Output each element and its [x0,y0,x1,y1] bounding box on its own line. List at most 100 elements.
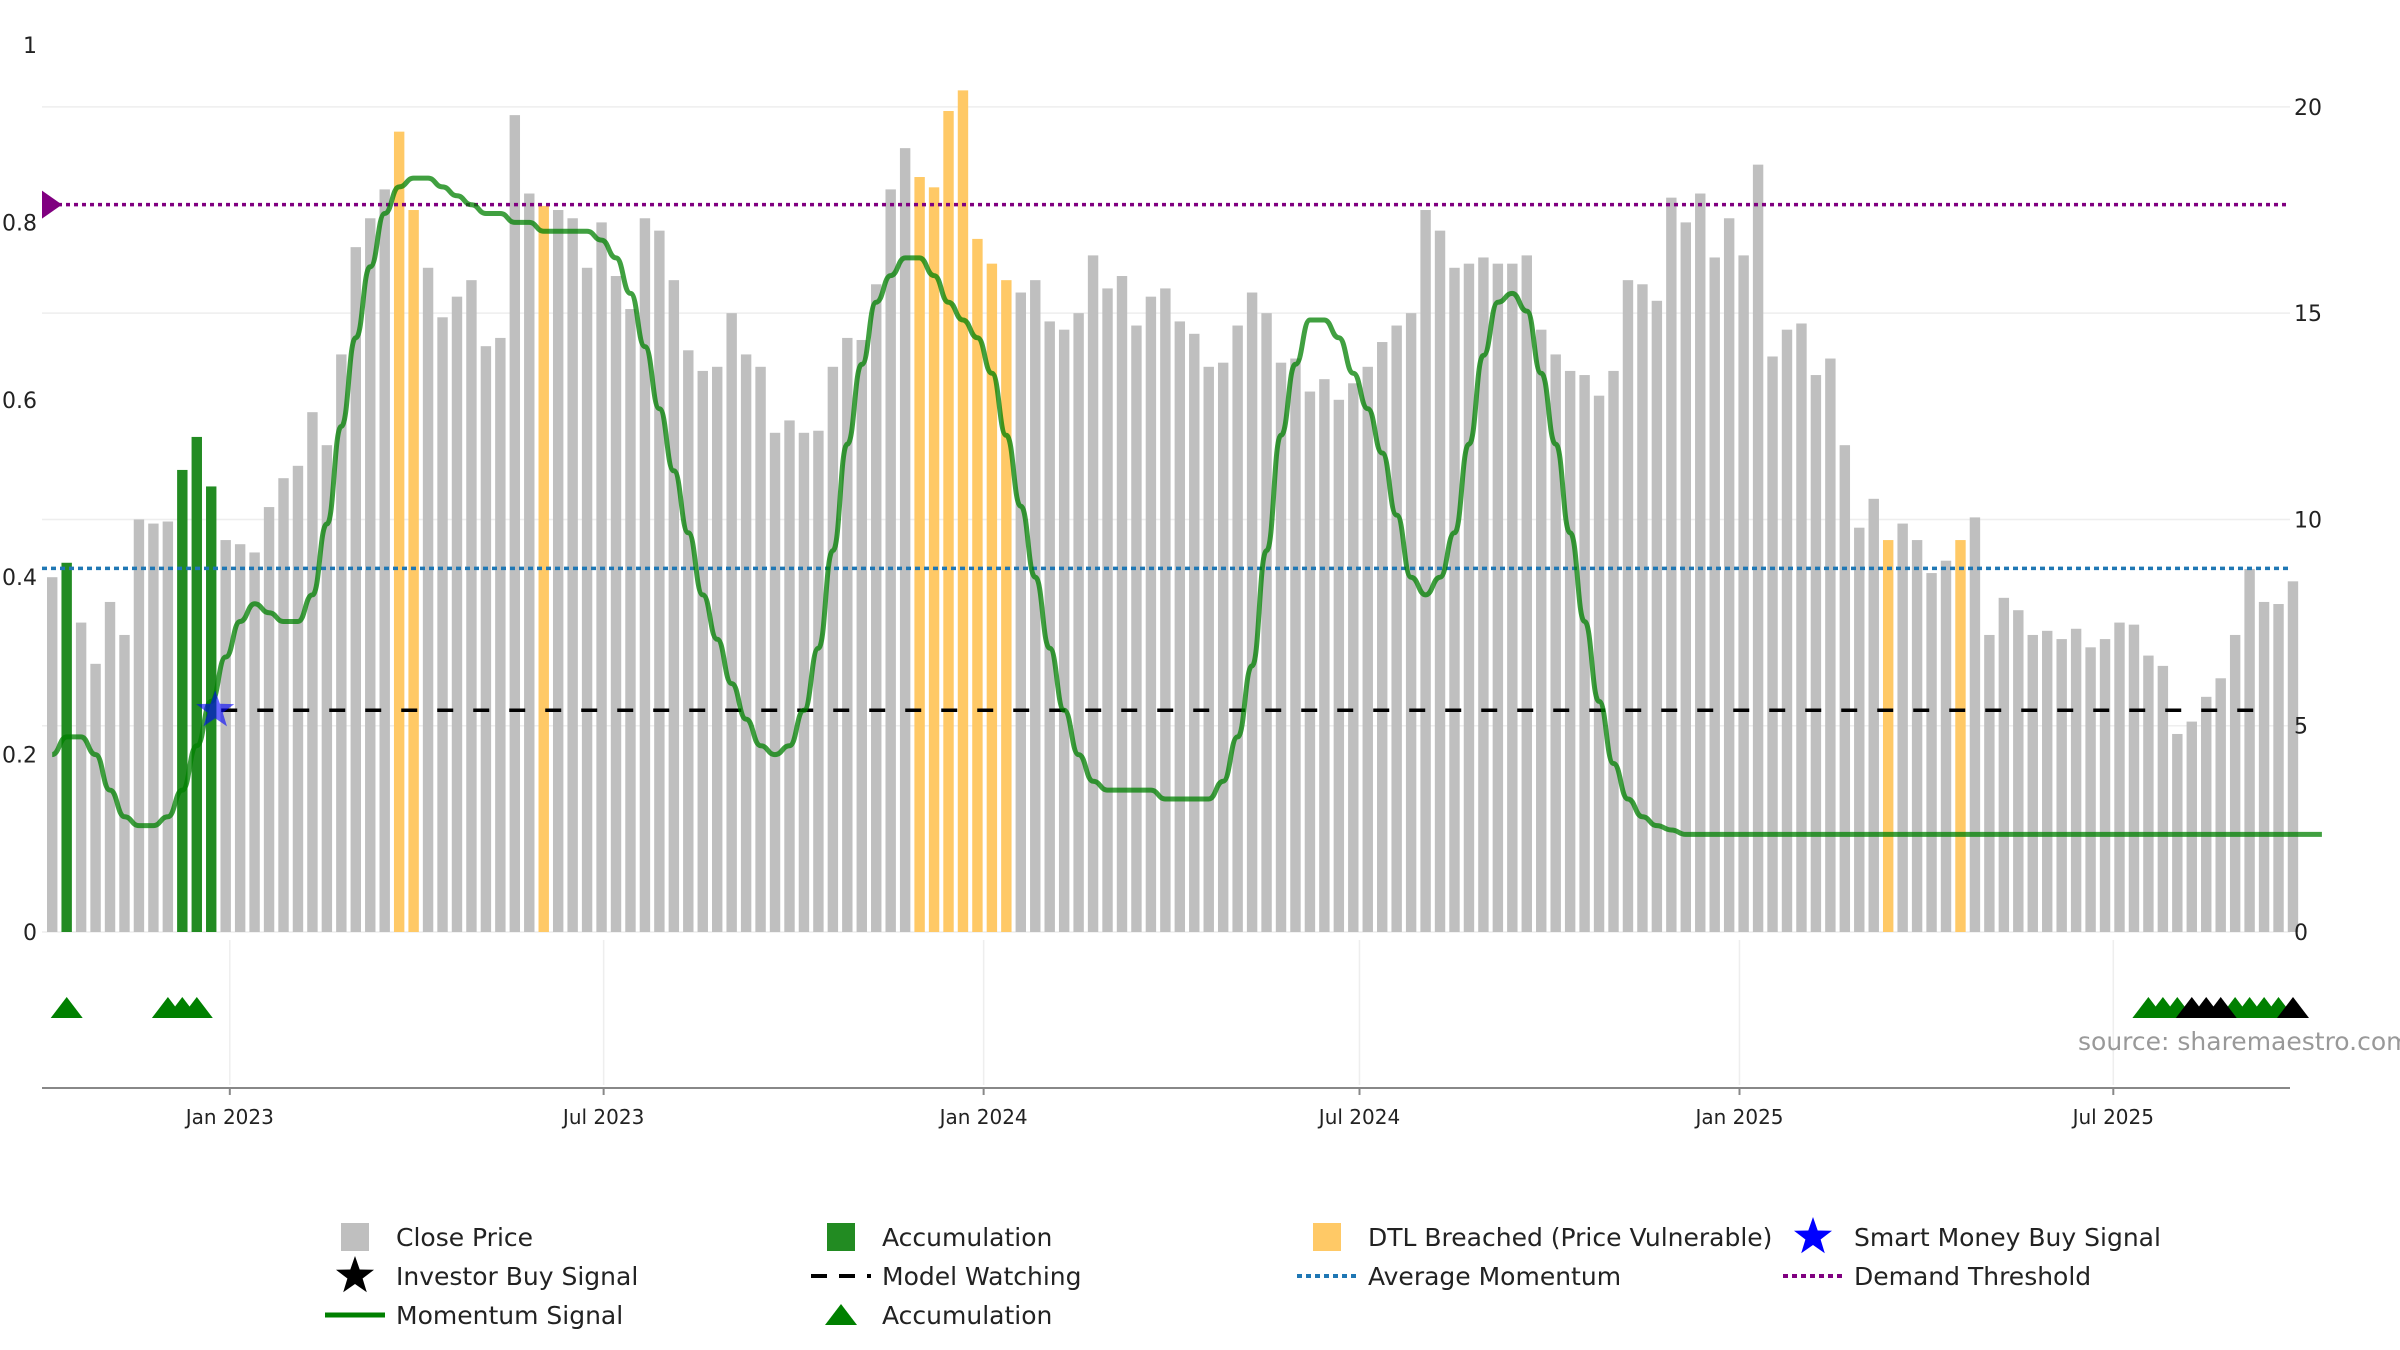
price-bar-50 [769,432,781,932]
legend-swatch [827,1223,855,1251]
legend-star-icon [1794,1217,1832,1254]
price-bar-138 [2042,630,2053,932]
price-bar-51 [784,420,795,932]
price-bar-48 [740,354,752,932]
price-bar-120 [1781,329,1793,932]
close-price-bars [47,90,2299,933]
price-bar-39 [610,276,622,932]
price-bar-47 [726,313,737,932]
legend-item-demand-threshold: Demand Threshold [1783,1262,2091,1291]
legend-label: DTL Breached (Price Vulnerable) [1368,1223,1772,1252]
price-bar-133 [1969,517,1981,932]
legend-label: Model Watching [882,1262,1082,1291]
price-bar-42 [654,230,665,932]
price-bar-128 [1897,523,1908,932]
price-bar-136 [2013,610,2024,932]
price-bar-63 [957,90,969,932]
right-axis-tick-3: 15 [2294,302,2322,327]
price-bar-16 [278,478,289,932]
price-bar-137 [2027,634,2038,932]
demand-threshold-marker [42,190,62,219]
price-bar-44 [683,350,694,932]
price-bar-144 [2128,624,2140,932]
legend-label: Investor Buy Signal [396,1262,638,1291]
legend-label: Average Momentum [1368,1262,1621,1291]
price-bar-45 [697,370,708,932]
price-bar-68 [1030,280,1041,932]
price-bar-66 [1001,280,1012,932]
price-bar-84 [1261,313,1272,932]
price-bar-21 [350,247,361,932]
price-bar-1 [61,562,72,932]
price-bar-3 [90,663,101,932]
price-bar-12 [220,540,231,932]
source-label: source: sharemaestro.com [2078,1027,2400,1056]
date-axis-label-5: Jul 2025 [2071,1105,2154,1129]
price-bar-6 [133,519,145,932]
accumulation-marker-10 [180,997,213,1018]
price-bar-112 [1666,197,1677,932]
price-bar-77 [1160,288,1171,932]
price-bar-19 [321,445,333,932]
price-bar-108 [1608,370,1619,932]
left-axis-tick-1: 0.2 [2,744,37,769]
price-bar-124 [1839,445,1851,932]
price-bar-134 [1984,634,1995,932]
signal-markers [50,997,2309,1018]
price-bar-90 [1348,383,1359,932]
legend-item-close-price: Close Price [341,1223,533,1252]
price-bar-5 [119,634,130,932]
price-bar-61 [928,187,940,932]
price-bar-154 [2273,604,2284,932]
price-bar-35 [552,210,564,932]
price-bar-140 [2070,628,2082,932]
left-axis-tick-4: 0.8 [2,211,37,236]
legend-triangle-icon [825,1304,857,1325]
price-bar-88 [1319,379,1330,932]
price-bar-132 [1955,540,1966,932]
price-bar-38 [596,222,607,932]
price-bar-111 [1651,300,1663,932]
legend-label: Close Price [396,1223,533,1252]
price-bar-149 [2201,696,2212,932]
price-bar-80 [1203,366,1214,932]
price-bar-150 [2215,678,2226,932]
date-axis-label-2: Jan 2024 [938,1105,1028,1129]
price-bar-95 [1420,210,1431,932]
price-bar-23 [379,189,390,932]
price-bar-67 [1015,292,1026,932]
price-bar-30 [480,346,492,932]
price-bar-64 [972,238,983,932]
price-bar-105 [1564,370,1576,932]
legend-label: Accumulation [882,1223,1052,1252]
price-bar-71 [1073,313,1084,932]
price-bar-82 [1232,325,1243,932]
price-bar-116 [1723,218,1735,932]
price-bar-13 [234,544,246,932]
legend-item-model-watching: Model Watching [811,1262,1082,1291]
left-axis-tick-0: 0 [23,921,37,946]
legend-item-smart-money: Smart Money Buy Signal [1794,1217,2161,1254]
price-bar-92 [1377,342,1388,932]
legend-label: Accumulation [882,1301,1052,1330]
price-bar-148 [2186,721,2197,932]
right-axis-tick-1: 5 [2294,715,2308,740]
price-bar-9 [177,469,188,932]
price-bar-14 [249,552,260,932]
legend-item-accumulation-bar: Accumulation [827,1223,1052,1252]
price-bar-98 [1463,263,1475,932]
price-bar-155 [2287,581,2299,932]
price-bar-83 [1246,292,1258,932]
price-bar-110 [1637,284,1648,932]
price-bar-24 [393,131,405,932]
price-bar-55 [842,337,853,932]
price-bar-102 [1521,255,1532,932]
price-bar-10 [191,436,202,932]
price-bar-126 [1868,498,1879,932]
price-bar-31 [495,337,506,932]
price-bar-143 [2114,622,2125,932]
investor_buy-marker-150 [2204,997,2237,1018]
price-bar-93 [1391,325,1402,932]
price-bar-28 [451,296,463,932]
